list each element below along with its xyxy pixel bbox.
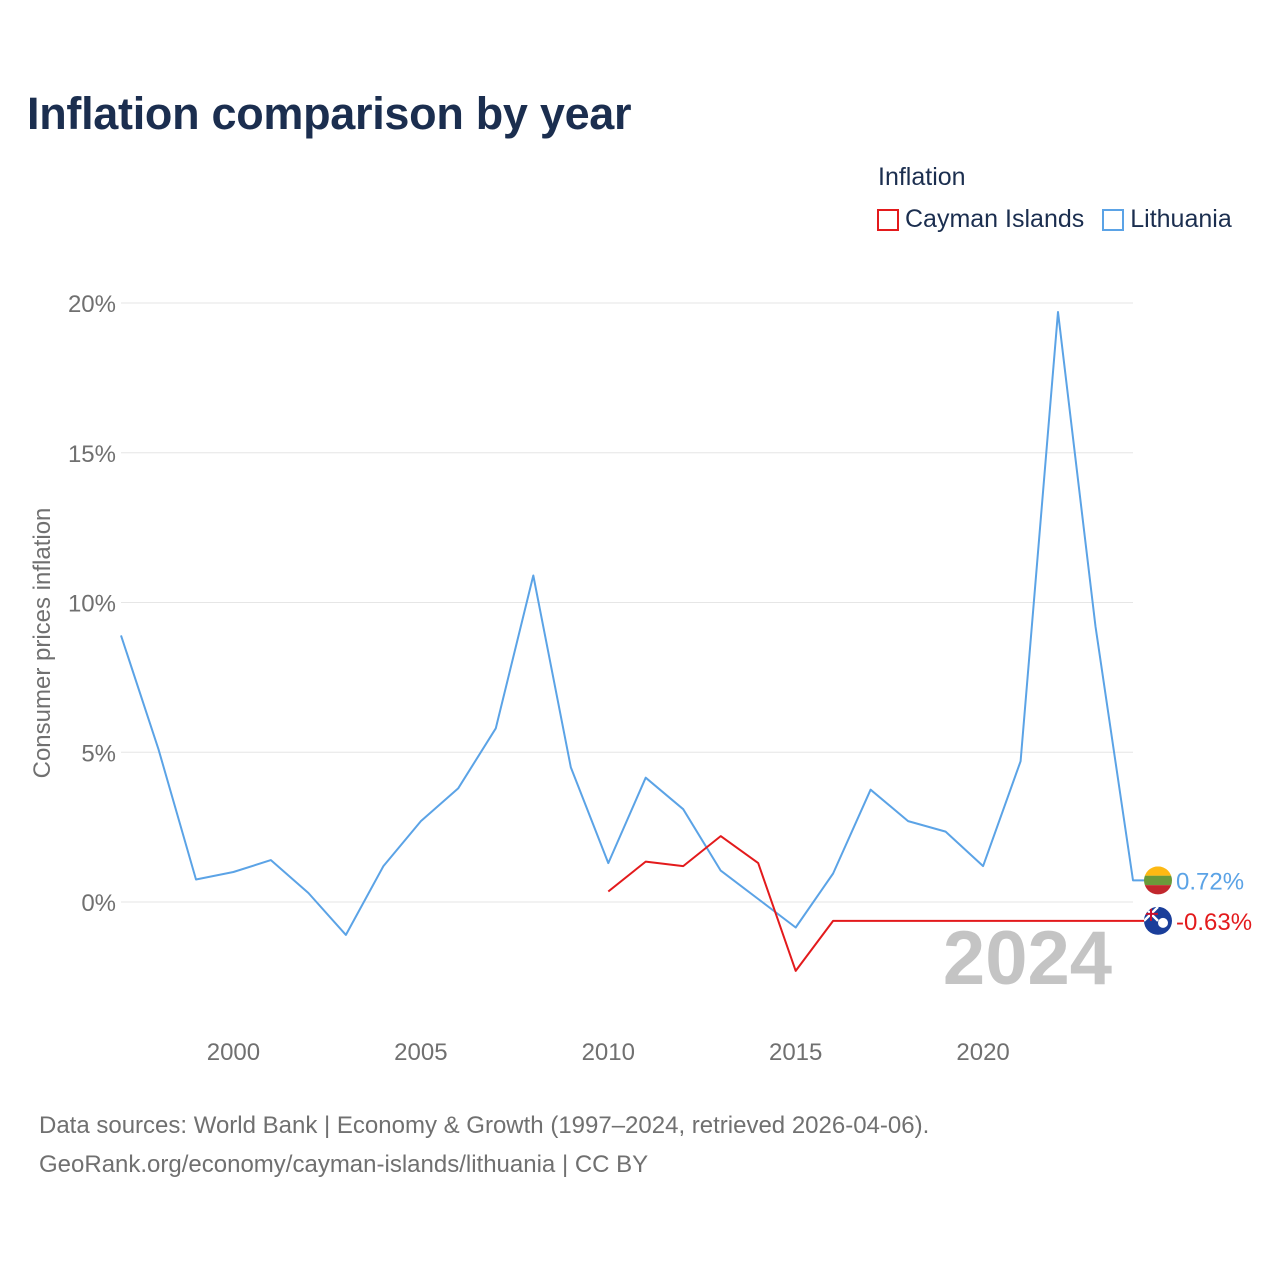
flag-stripe-yellow: [1144, 866, 1172, 876]
flag-icon-lithuania: [1144, 866, 1172, 895]
flag-stripe-green: [1144, 875, 1172, 886]
flag-cayman-body: [1144, 906, 1172, 935]
chart-area: 0% 5% 10% 15% 20% 2000 2005 2010 2015 2020 2024 C…: [29, 291, 1252, 1066]
x-tick-label: 2005: [394, 1039, 447, 1066]
legend-item-lithuania[interactable]: Lithuania: [1102, 205, 1232, 234]
source-line-2[interactable]: GeoRank.org/economy/cayman-islands/lithu…: [39, 1151, 649, 1178]
x-tick-label: 2000: [207, 1039, 260, 1066]
source-line-1: Data sources: World Bank | Economy & Gro…: [39, 1112, 930, 1139]
legend-swatch-lithuania: [1102, 208, 1125, 231]
legend: Cayman Islands Lithuania: [877, 205, 1232, 234]
y-tick-label: 5%: [81, 740, 116, 767]
legend-item-cayman-islands[interactable]: Cayman Islands: [877, 205, 1084, 234]
flag-coat-of-arms: [1158, 917, 1168, 928]
y-axis-label: Consumer prices inflation: [29, 508, 56, 779]
end-label-lithuania: 0.72%: [1176, 868, 1244, 895]
end-label-cayman-islands: -0.63%: [1176, 909, 1252, 936]
y-tick-label: 10%: [68, 591, 116, 618]
flag-stripe-red: [1144, 885, 1172, 895]
x-tick-label: 2010: [582, 1039, 635, 1066]
series-line-lithuania: [120, 311, 1155, 936]
x-tick-label: 2020: [956, 1039, 1009, 1066]
flag-icon-cayman-islands: [1144, 906, 1172, 935]
series-line-cayman-islands: [607, 835, 1155, 972]
legend-title: Inflation: [878, 163, 966, 191]
x-tick-label: 2015: [769, 1039, 822, 1066]
year-watermark: 2024: [943, 916, 1112, 1001]
y-tick-label: 15%: [68, 441, 116, 468]
legend-label-cayman-islands: Cayman Islands: [905, 205, 1085, 233]
legend-label-lithuania: Lithuania: [1130, 205, 1232, 233]
y-tick-label: 0%: [81, 890, 116, 917]
flag-lithuania-stripes: [1144, 866, 1172, 895]
data-source: Data sources: World Bank | Economy & Gro…: [39, 1106, 929, 1184]
legend-swatch-cayman-islands: [877, 208, 899, 231]
chart-title: Inflation comparison by year: [27, 88, 632, 139]
y-tick-label: 20%: [68, 291, 116, 318]
